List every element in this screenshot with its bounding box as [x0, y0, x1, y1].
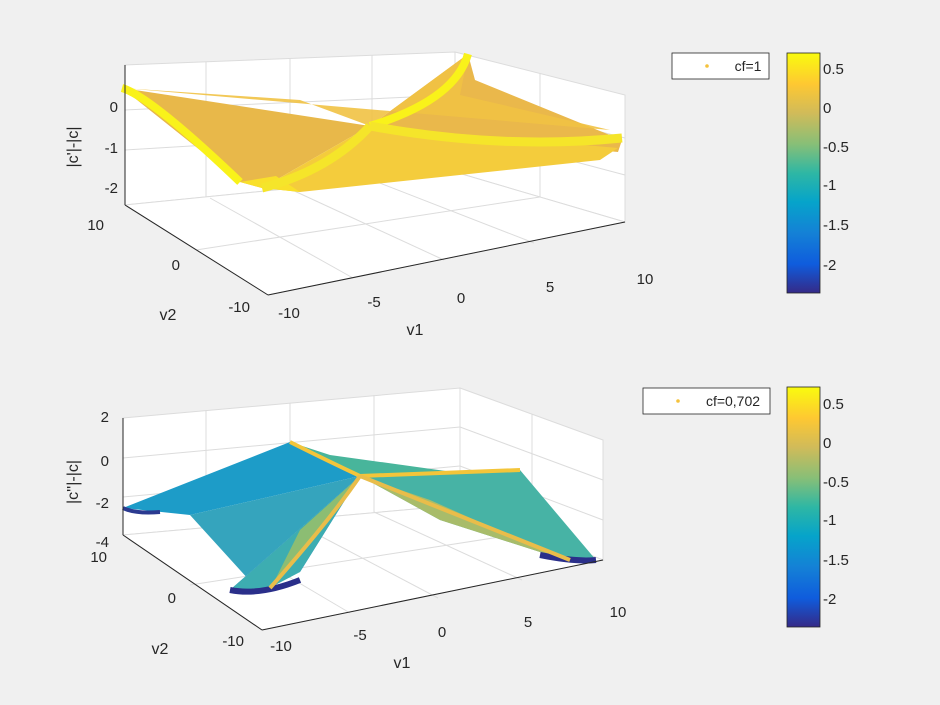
top-cbar-tick-5: -2	[823, 257, 836, 274]
top-zlabel: |c'|-|c|	[65, 126, 82, 167]
top-cbar-tick-1: 0	[823, 100, 831, 117]
bottom-xlabel: v1	[394, 655, 411, 672]
top-ztick-2: -2	[105, 180, 118, 197]
top-colorbar: 0.5 0 -0.5 -1 -1.5 -2	[786, 52, 849, 294]
bottom-ytick-2: -10	[222, 633, 244, 650]
bottom-cbar-tick-3: -1	[823, 512, 836, 529]
top-xtick-2: 0	[457, 290, 465, 307]
top-cbar-tick-2: -0.5	[823, 139, 849, 156]
top-xtick-1: -5	[367, 294, 380, 311]
bottom-surface	[122, 440, 597, 595]
top-ztick-0: 0	[110, 99, 118, 116]
bottom-xtick-3: 5	[524, 614, 532, 631]
bottom-axes	[122, 418, 604, 631]
bottom-cbar-tick-4: -1.5	[823, 552, 849, 569]
top-xtick-4: 10	[637, 271, 654, 288]
top-cbar-tick-0: 0.5	[823, 61, 844, 78]
bottom-xtick-1: -5	[353, 627, 366, 644]
top-xtick-0: -10	[278, 305, 300, 322]
top-xlabel: v1	[407, 322, 424, 339]
top-xtick-3: 5	[546, 279, 554, 296]
bottom-cbar-tick-0: 0.5	[823, 396, 844, 413]
bottom-colorbar: 0.5 0 -0.5 -1 -1.5 -2	[786, 386, 849, 628]
top-ytick-2: -10	[228, 299, 250, 316]
bottom-xtick-4: 10	[610, 604, 627, 621]
top-surface	[120, 52, 623, 193]
bottom-ylabel: v2	[152, 641, 169, 658]
bottom-legend-marker	[676, 399, 680, 403]
top-cbar-tick-3: -1	[823, 177, 836, 194]
bottom-ytick-1: 0	[168, 590, 176, 607]
top-ytick-0: 10	[87, 217, 104, 234]
top-plot: 0 -1 -2 |c'|-|c| 10 0 -10 v2 -10 -5 0 5 …	[65, 51, 849, 339]
bottom-cbar-tick-2: -0.5	[823, 474, 849, 491]
bottom-ztick-2: -2	[96, 495, 109, 512]
bottom-cbar-tick-5: -2	[823, 591, 836, 608]
bottom-cbar-tick-1: 0	[823, 435, 831, 452]
bottom-zlabel: |c''|-|c|	[65, 460, 82, 504]
top-ytick-1: 0	[172, 257, 180, 274]
top-ztick-1: -1	[105, 140, 118, 157]
bottom-xtick-0: -10	[270, 638, 292, 655]
bottom-ytick-0: 10	[90, 549, 107, 566]
top-legend: cf=1	[671, 52, 770, 80]
top-cbar-tick-4: -1.5	[823, 217, 849, 234]
bottom-xtick-2: 0	[438, 624, 446, 641]
top-ylabel: v2	[160, 307, 177, 324]
top-legend-label: cf=1	[735, 58, 762, 74]
bottom-ztick-3: -4	[96, 534, 109, 551]
bottom-plot: 2 0 -2 -4 |c''|-|c| 10 0 -10 v2 -10 -5 0…	[65, 386, 849, 672]
top-legend-marker	[705, 64, 709, 68]
bottom-legend-label: cf=0,702	[706, 393, 760, 409]
bottom-legend: cf=0,702	[642, 387, 771, 415]
bottom-ztick-0: 2	[101, 409, 109, 426]
top-axes	[124, 65, 626, 296]
bottom-ztick-1: 0	[101, 453, 109, 470]
